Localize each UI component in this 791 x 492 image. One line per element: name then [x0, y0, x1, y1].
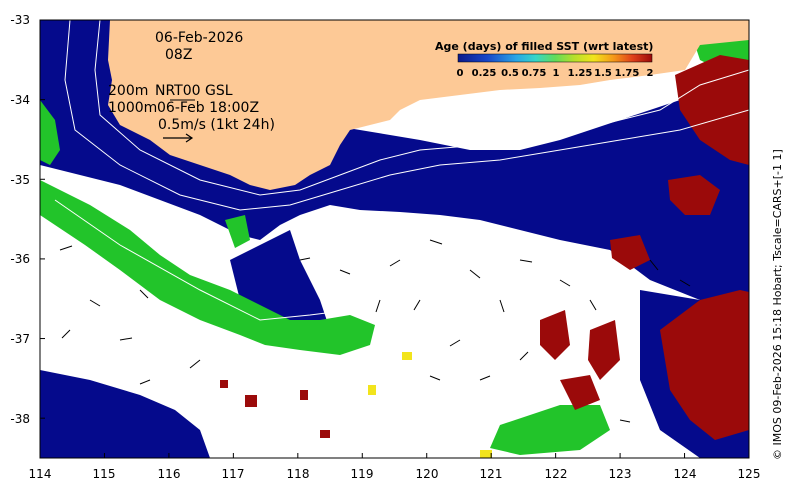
old-sst-speck-2	[300, 390, 308, 400]
old-sst-east	[675, 55, 749, 165]
lat-tick-34: -34	[10, 93, 30, 107]
lon-tick-120: 120	[416, 467, 439, 481]
lon-tick-123: 123	[609, 467, 632, 481]
contour-200-label: 200m	[108, 83, 148, 99]
date-label: 06-Feb-2026	[155, 30, 243, 46]
y-axis	[40, 19, 45, 419]
y-axis-labels: -33 -34 -35 -36 -37 -38	[10, 13, 30, 426]
old-sst-speck-3	[320, 430, 330, 438]
contour-deep	[54, 199, 351, 321]
green-sst-patch	[225, 215, 250, 248]
contour-1000m	[64, 20, 749, 211]
x-axis-labels: 114 115 116 117 118 119 120 121 122 123 …	[29, 467, 761, 481]
scale-vector-label: 0.5m/s (1kt 24h)	[158, 117, 275, 133]
lon-tick-118: 118	[287, 467, 310, 481]
lat-tick-33: -33	[10, 13, 30, 27]
lon-tick-119: 119	[351, 467, 374, 481]
green-sst-south	[490, 405, 610, 455]
old-sst-southeast	[660, 290, 749, 440]
old-sst-patch-2	[540, 310, 570, 360]
colorbar-label-1: 0.25	[472, 68, 497, 79]
contour-200m	[94, 20, 749, 196]
green-sst-band	[40, 180, 375, 355]
colorbar-label-7: 1.75	[615, 68, 640, 79]
current-vectors	[59, 99, 691, 423]
scale-arrow	[163, 133, 194, 143]
colorbar-label-8: 2	[647, 68, 654, 79]
lon-tick-124: 124	[674, 467, 697, 481]
hour-label: 08Z	[165, 47, 192, 63]
lon-tick-121: 121	[480, 467, 503, 481]
colorbar-label-5: 1.25	[568, 68, 593, 79]
yellow-sst-speck-2	[368, 385, 376, 395]
land-australia	[108, 20, 749, 190]
credit-text: © IMOS 09-Feb-2026 15:18 Hobart; Tscale=…	[771, 149, 784, 460]
product-label: NRT00 GSL	[155, 83, 233, 99]
lon-tick-122: 122	[545, 467, 568, 481]
lat-tick-37: -37	[10, 332, 30, 346]
x-axis	[39, 453, 750, 458]
colorbar-title: Age (days) of filled SST (wrt latest)	[435, 40, 653, 53]
plot-frame	[39, 19, 750, 459]
lon-tick-125: 125	[738, 467, 761, 481]
fresh-sst-southwest	[40, 370, 210, 458]
colorbar-label-2: 0.5	[501, 68, 519, 79]
contour-1000-label: 1000m	[108, 100, 157, 116]
old-sst-speck-1	[245, 395, 257, 407]
lon-tick-116: 116	[158, 467, 181, 481]
colorbar: Age (days) of filled SST (wrt latest) 0 …	[435, 40, 654, 79]
lat-tick-38: -38	[10, 412, 30, 426]
old-sst-patch-3	[588, 320, 620, 380]
yellow-sst-speck-1	[402, 352, 412, 360]
yellow-sst-speck-3	[480, 450, 492, 458]
lon-tick-114: 114	[29, 467, 52, 481]
colorbar-label-0: 0	[457, 68, 464, 79]
old-sst-patch-1	[668, 175, 720, 215]
lon-tick-115: 115	[93, 467, 116, 481]
colorbar-label-6: 1.5	[594, 68, 612, 79]
old-sst-speck-4	[220, 380, 228, 388]
lon-tick-117: 117	[222, 467, 245, 481]
lat-tick-35: -35	[10, 173, 30, 187]
old-sst-patch-5	[610, 235, 650, 270]
colorbar-gradient	[457, 53, 653, 63]
green-sst-north	[40, 100, 60, 165]
lat-tick-36: -36	[10, 252, 30, 266]
colorbar-label-4: 1	[553, 68, 560, 79]
product-time-label: 06-Feb 18:00Z	[157, 100, 259, 116]
colorbar-label-3: 0.75	[522, 68, 547, 79]
old-sst-patch-4	[560, 375, 600, 410]
